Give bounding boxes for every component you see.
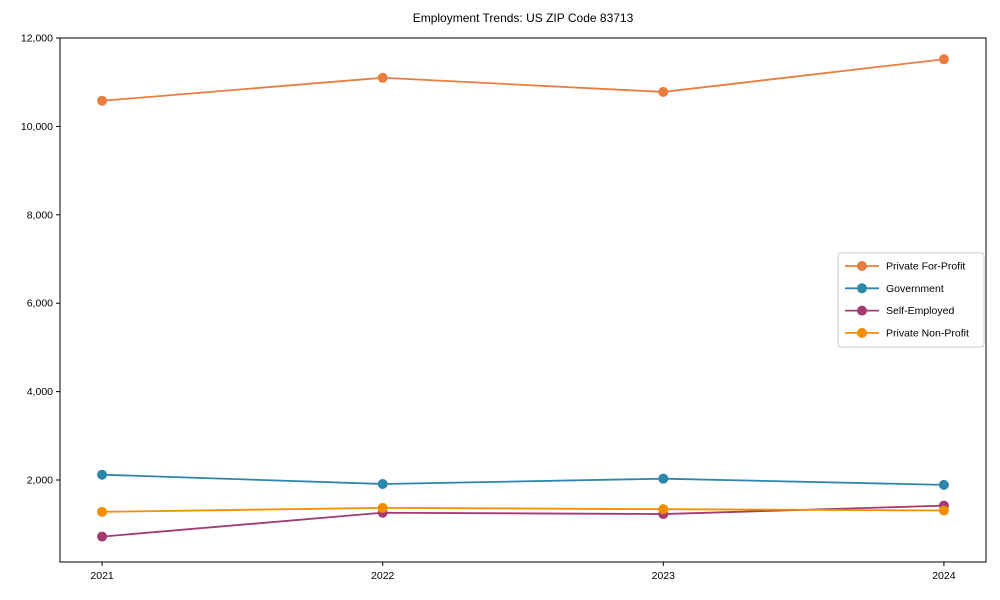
legend-marker: [857, 283, 867, 294]
legend-item: Private Non-Profit: [845, 327, 969, 339]
data-point: [377, 72, 388, 83]
data-point: [97, 531, 108, 542]
legend-marker: [857, 261, 867, 271]
series-self-employed: [97, 500, 949, 542]
series-line: [102, 506, 944, 513]
series-layer: [97, 54, 949, 542]
legend-marker: [857, 327, 867, 338]
legend-marker: [857, 305, 867, 316]
legend-box: [837, 252, 985, 348]
x-axis-tick-label: 2022: [371, 570, 395, 582]
data-point: [938, 505, 949, 516]
data-point: [377, 502, 388, 513]
axes-layer: 2,000 4,000 6,000 8,000 10,000 12,000 2021 2022…: [21, 33, 987, 582]
data-point: [938, 479, 949, 490]
series-line: [102, 473, 944, 486]
data-point: [97, 506, 108, 517]
legend-label: Private For-Profit: [886, 261, 965, 273]
x-axis-tick-label: 2021: [90, 570, 114, 582]
legend-label: Self-Employed: [886, 305, 954, 317]
y-axis-tick-label: 6,000: [27, 298, 53, 310]
legend: Private For-Profit Government Self-Employe…: [837, 252, 985, 348]
legend-item: Government: [845, 283, 944, 295]
legend-item: Private For-Profit: [845, 261, 965, 273]
data-point: [938, 54, 949, 65]
series-line: [102, 58, 945, 102]
data-point: [658, 473, 669, 484]
y-axis-tick-label: 10,000: [21, 121, 53, 133]
data-point: [97, 469, 108, 480]
chart-title: Employment Trends: US ZIP Code 83713: [413, 11, 634, 25]
series-private-non-profit: [97, 502, 949, 517]
y-axis-tick-label: 4,000: [27, 386, 53, 398]
data-point: [97, 95, 108, 106]
data-point: [658, 504, 669, 515]
x-axis-tick-label: 2024: [932, 570, 956, 582]
data-point: [377, 478, 388, 489]
y-axis-tick-label: 12,000: [21, 33, 53, 45]
x-axis-tick-label: 2023: [652, 570, 676, 582]
legend-label: Private Non-Profit: [886, 327, 969, 339]
plot-frame: [59, 37, 987, 563]
y-axis-tick-label: 2,000: [27, 475, 53, 487]
legend-label: Government: [886, 283, 944, 295]
legend-item: Self-Employed: [845, 305, 954, 317]
series-private-for-profit: [97, 54, 949, 106]
data-point: [658, 86, 669, 97]
y-axis-tick-label: 8,000: [27, 209, 53, 221]
series-government: [97, 469, 949, 490]
